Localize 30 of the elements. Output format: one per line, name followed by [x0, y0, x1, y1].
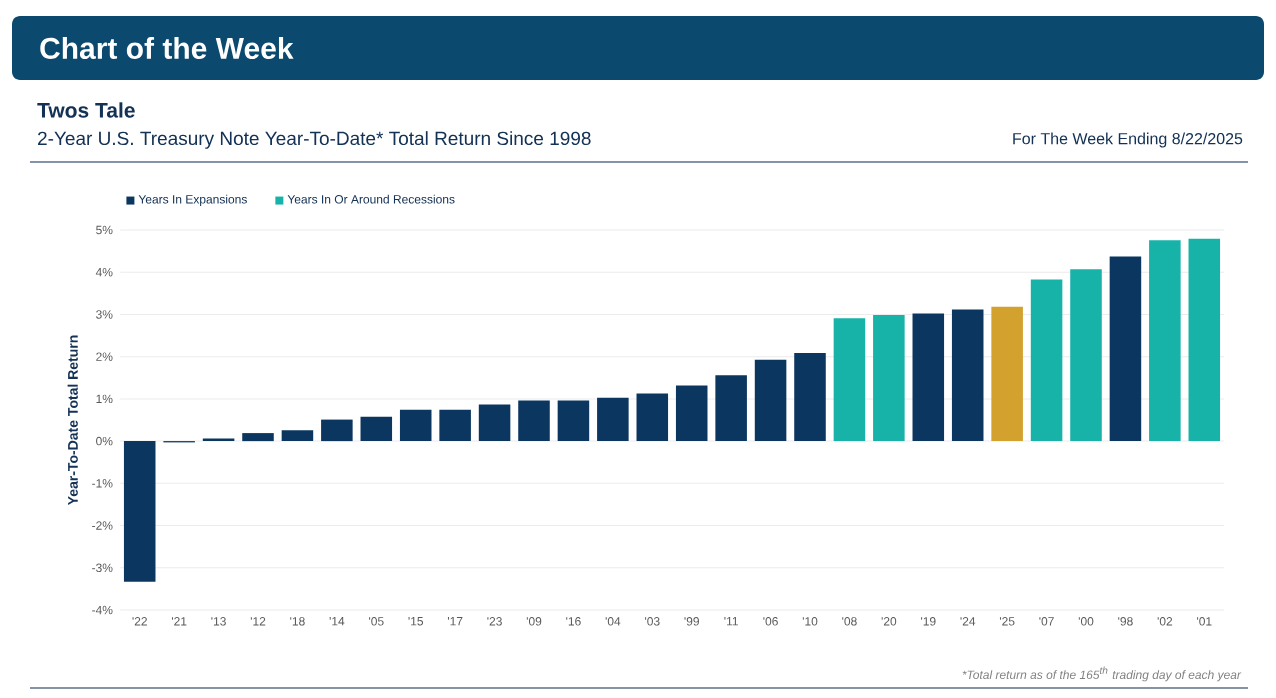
bar — [754, 359, 787, 442]
bar — [794, 352, 826, 442]
bar — [321, 419, 353, 442]
bar — [360, 416, 393, 442]
bar — [1188, 238, 1221, 442]
bar — [1109, 256, 1142, 442]
bar — [281, 430, 314, 442]
bar — [675, 385, 708, 442]
bar — [123, 441, 156, 582]
bar — [1149, 240, 1181, 442]
text: Chart of the Week — [40, 36, 294, 59]
bar — [242, 433, 274, 442]
bar — [1030, 279, 1063, 442]
bar — [597, 397, 629, 442]
bar — [833, 318, 866, 442]
chart-title: Twos Tale — [37, 102, 135, 118]
text: For The Week Ending 8/22/2025 — [1013, 132, 1243, 148]
bar — [557, 400, 590, 442]
bar — [518, 400, 550, 442]
bar — [439, 409, 471, 442]
bar — [636, 393, 669, 442]
bar — [715, 375, 747, 442]
bar — [399, 409, 432, 442]
bar — [873, 314, 905, 442]
bar — [991, 306, 1023, 442]
bar — [912, 313, 945, 442]
bar — [951, 309, 984, 442]
chart-subtitle: 2-Year U.S. Treasury Note Year-To-Date* Total Return Since 1998 — [38, 131, 591, 149]
bar — [1070, 269, 1102, 442]
bar — [478, 404, 511, 442]
